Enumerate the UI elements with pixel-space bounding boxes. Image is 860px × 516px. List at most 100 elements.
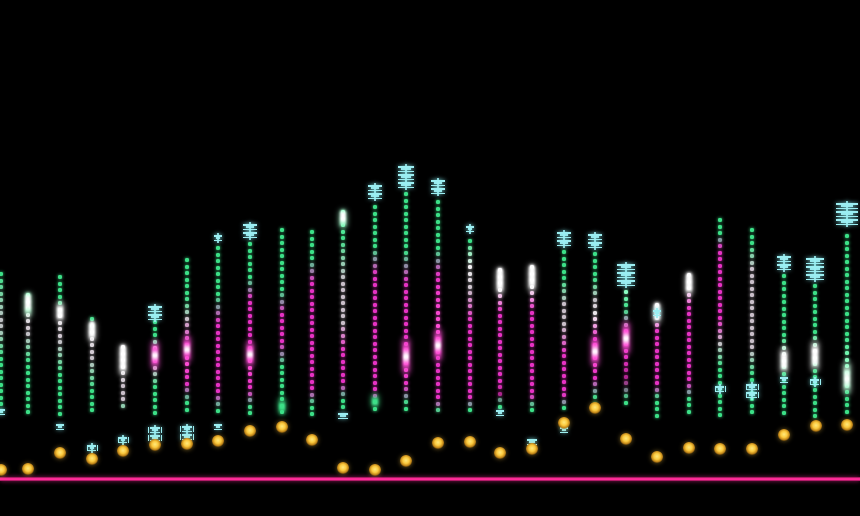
trail-dot: [0, 317, 3, 322]
trail-dot: [718, 237, 722, 242]
trail-dot: [782, 274, 786, 278]
trail-dot: [373, 315, 377, 320]
trail-dot: [562, 367, 566, 371]
trail-dot: [718, 406, 722, 411]
trail-dot: [530, 349, 534, 354]
trail-dot: [341, 268, 345, 273]
trail-dot: [280, 280, 284, 284]
trail-dot: [593, 388, 597, 393]
trail-dot: [655, 400, 659, 405]
trail-dot: [341, 307, 345, 312]
glow-streak: [89, 321, 95, 341]
trail-dot: [280, 338, 284, 343]
glyph-unit: [0, 409, 6, 415]
trail-dot: [782, 404, 786, 408]
trail-dot: [248, 411, 252, 415]
sparkle-icon: [214, 424, 223, 430]
trail-dot: [624, 368, 628, 372]
trail-dot: [845, 266, 849, 271]
trail-dot: [310, 412, 314, 416]
trail-dot: [404, 205, 408, 209]
trail-dot: [718, 348, 722, 352]
ball: [117, 445, 129, 457]
trail-dot: [530, 356, 534, 360]
trail-dot: [436, 362, 440, 367]
trail-dot: [248, 294, 252, 298]
trail-dot: [562, 263, 566, 267]
trail-dot: [750, 293, 754, 297]
trail-dot: [593, 317, 597, 321]
trail-dot: [562, 295, 566, 300]
trail-dot: [0, 304, 3, 309]
trail-dot: [813, 284, 817, 288]
trail-dot: [436, 291, 440, 295]
trail-dot: [498, 346, 502, 350]
trail-dot: [404, 250, 408, 255]
trail-dot: [782, 391, 786, 395]
trail-dot: [58, 353, 62, 357]
trail-dot: [655, 413, 659, 418]
trail-dot: [373, 361, 377, 365]
trail-dot: [341, 288, 345, 292]
trail-dot: [718, 341, 722, 346]
trail-dot: [687, 396, 691, 401]
trail-dot: [687, 344, 691, 349]
trail-dot: [216, 265, 220, 270]
ball: [86, 453, 98, 465]
trail-dot: [216, 343, 220, 348]
trail-dot: [655, 387, 659, 392]
trail-dot: [280, 312, 284, 317]
trail-dot: [782, 410, 786, 415]
trail-dot: [750, 345, 754, 349]
trail-dot: [0, 278, 3, 283]
trail-dot: [624, 387, 628, 392]
trail-dot: [248, 398, 252, 402]
trail-dot: [782, 332, 786, 337]
trail-dot: [185, 401, 189, 405]
trail-dot: [404, 244, 408, 248]
trail-dot: [530, 375, 534, 380]
trail-dot: [624, 309, 628, 314]
glow-streak: [184, 336, 190, 362]
peak-marker-icon: [556, 230, 572, 248]
trail-dot: [248, 404, 252, 409]
trail-dot: [373, 205, 377, 209]
trail-dot: [718, 393, 722, 398]
trail-dot: [216, 330, 220, 335]
trail-dot: [121, 390, 125, 395]
trail-dot: [90, 395, 94, 399]
trail-dot: [530, 343, 534, 347]
trail-dot: [248, 274, 252, 279]
trail-dot: [593, 258, 597, 263]
trail-dot: [468, 304, 472, 308]
trail-dot: [341, 236, 345, 240]
trail-dot: [0, 356, 3, 361]
trail-dot: [373, 211, 377, 216]
trail-dot: [185, 407, 189, 412]
trail-dot: [436, 369, 440, 373]
trail-dot: [0, 330, 3, 335]
glyph-line: [56, 428, 64, 430]
glyph-stem: [154, 304, 156, 322]
trail-dot: [845, 240, 849, 245]
trail-dot: [341, 366, 345, 370]
trail-dot: [280, 306, 284, 310]
trail-dot: [750, 247, 754, 252]
trail-dot: [530, 297, 534, 302]
trail-dot: [750, 306, 754, 310]
trail-dot: [404, 224, 408, 229]
trail-dot: [498, 378, 502, 383]
trail-dot: [530, 310, 534, 315]
trail-dot: [185, 277, 189, 282]
trail-dot: [216, 291, 220, 296]
trail-dot: [90, 382, 94, 386]
trail-dot: [185, 258, 189, 262]
glyph-line: [340, 415, 346, 417]
trail-dot: [310, 301, 314, 306]
trail-dot: [341, 353, 345, 357]
trail-dot: [468, 310, 472, 315]
trail-dot: [310, 392, 314, 397]
trail-dot: [0, 291, 3, 296]
trail-dot: [0, 298, 3, 302]
